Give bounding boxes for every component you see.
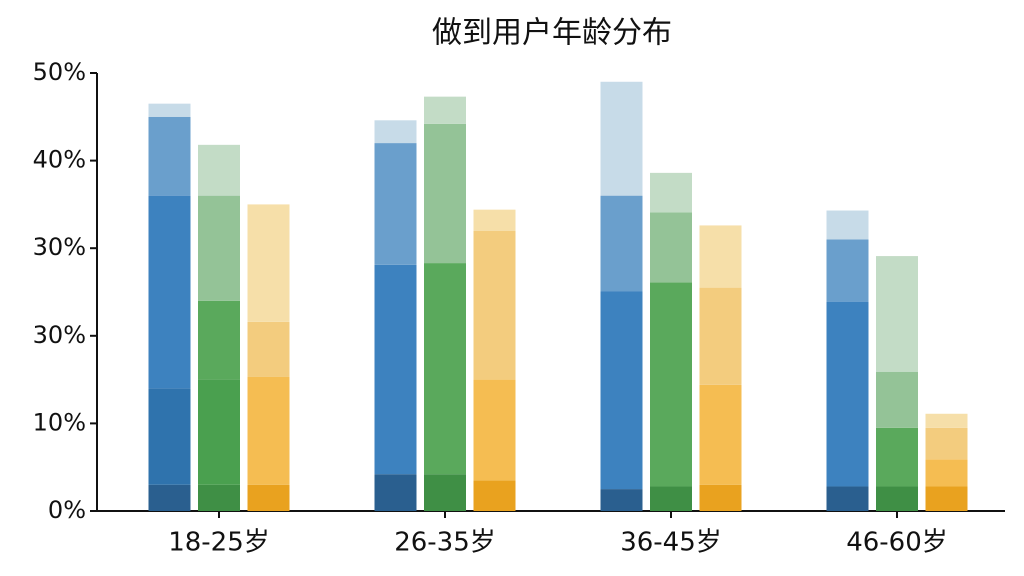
chart-title: 做到用户年龄分布 xyxy=(432,16,672,51)
y-tick-label: 10% xyxy=(33,408,86,436)
bar-segment xyxy=(374,143,417,265)
bar-segment xyxy=(473,379,516,481)
bar-segment xyxy=(148,116,191,196)
bar-segment xyxy=(473,209,516,231)
bar-segment xyxy=(650,282,692,487)
bar-segment xyxy=(925,413,968,428)
bar-segment xyxy=(374,120,417,144)
bar-segment xyxy=(925,459,968,487)
bar-segment xyxy=(473,480,516,511)
x-tick-label: 26-35岁 xyxy=(394,528,496,558)
bar-segment xyxy=(198,484,240,511)
bar-segment xyxy=(424,123,466,264)
bar-segment xyxy=(600,489,643,511)
bar-segment xyxy=(198,300,240,380)
y-tick-label: 50% xyxy=(33,58,86,86)
bar-segment xyxy=(374,474,417,511)
bar-segment xyxy=(876,256,918,372)
x-tick-label: 46-60岁 xyxy=(846,528,948,558)
bar-segment xyxy=(925,427,968,460)
bar-segment xyxy=(699,225,742,288)
bar-segment xyxy=(424,263,466,475)
bar-segment xyxy=(826,210,869,240)
bar-segment xyxy=(650,172,692,213)
bar-segment xyxy=(148,195,191,389)
bar-segment xyxy=(247,484,290,511)
bar-segment xyxy=(148,103,191,117)
y-tick-label: 30% xyxy=(33,321,86,349)
bar-segment xyxy=(247,321,290,377)
bar-segment xyxy=(600,81,643,196)
y-tick-label: 0% xyxy=(48,496,86,524)
bar-segment xyxy=(247,376,290,485)
bar-segment xyxy=(650,212,692,283)
bar-segment xyxy=(699,287,742,385)
bar-segment xyxy=(600,195,643,292)
bar-segment xyxy=(473,230,516,380)
y-tick-label: 30% xyxy=(33,233,86,261)
bar-segment xyxy=(826,239,869,302)
bar-segment xyxy=(876,486,918,511)
bar-segment xyxy=(699,484,742,511)
y-tick-label: 40% xyxy=(33,146,86,174)
bar-segment xyxy=(826,301,869,487)
x-tick-label: 36-45岁 xyxy=(620,528,722,558)
bar-segment xyxy=(826,486,869,511)
bar-segment xyxy=(198,379,240,485)
bar-segment xyxy=(198,144,240,196)
bar-segment xyxy=(198,195,240,301)
bar-segment xyxy=(925,486,968,511)
x-tick-label: 18-25岁 xyxy=(168,528,270,558)
bar-segment xyxy=(876,427,918,487)
bar-segment xyxy=(424,474,466,511)
bar-segment xyxy=(424,96,466,124)
bar-segment xyxy=(699,384,742,485)
bar-segment xyxy=(600,291,643,490)
bar-segment xyxy=(374,264,417,475)
bar-segment xyxy=(148,484,191,511)
bar-segment xyxy=(148,388,191,485)
bar-segment xyxy=(247,204,290,322)
bar-segment xyxy=(650,486,692,511)
bar-segment xyxy=(876,371,918,428)
